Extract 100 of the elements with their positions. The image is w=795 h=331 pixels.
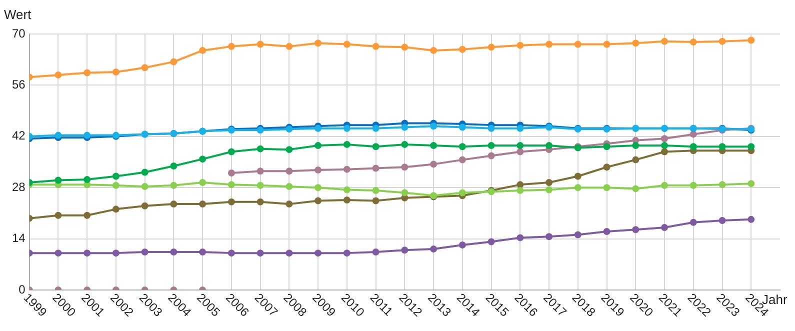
point (54, 250, 62, 257)
point (256, 182, 264, 189)
y-tick-label: 28 (12, 180, 26, 194)
point (516, 181, 524, 188)
y-axis-title: Wert (4, 7, 32, 22)
point (748, 36, 755, 44)
point (401, 189, 408, 196)
point (458, 242, 466, 249)
point (343, 40, 350, 48)
point (603, 228, 610, 235)
point (228, 198, 235, 206)
point (632, 185, 640, 192)
point (603, 40, 610, 48)
point (84, 132, 91, 139)
point (748, 216, 755, 223)
point (84, 250, 91, 257)
point (343, 186, 350, 194)
point (286, 168, 293, 175)
point (228, 42, 235, 50)
point (141, 202, 148, 210)
y-tick-label: 70 (12, 26, 26, 40)
point (141, 248, 148, 256)
point (546, 178, 553, 186)
point (170, 182, 178, 189)
point (256, 40, 264, 48)
point (690, 38, 697, 46)
point (516, 187, 524, 194)
point (430, 122, 438, 130)
point (199, 200, 206, 208)
point (112, 182, 120, 189)
point (430, 46, 438, 54)
point (516, 124, 524, 132)
point (488, 152, 495, 160)
point (372, 197, 380, 204)
point (372, 42, 380, 50)
point (690, 143, 697, 150)
point (170, 162, 178, 170)
point (286, 183, 293, 190)
point (661, 224, 668, 231)
point (574, 172, 582, 180)
point (228, 181, 235, 188)
y-tick-label: 56 (12, 78, 26, 92)
point (603, 143, 610, 150)
point (516, 42, 524, 49)
point (54, 212, 62, 219)
point (430, 160, 438, 168)
point (661, 182, 668, 189)
point (170, 58, 178, 66)
point (546, 186, 553, 194)
point (546, 233, 553, 240)
point (718, 181, 726, 188)
point (372, 143, 380, 150)
point (488, 44, 495, 51)
point (516, 142, 524, 150)
point (516, 234, 524, 242)
point (401, 164, 408, 171)
point (314, 166, 322, 174)
point (54, 132, 62, 139)
point (458, 124, 466, 131)
y-tick-label: 14 (12, 231, 26, 246)
point (516, 148, 524, 156)
point (112, 68, 120, 76)
point (748, 143, 755, 150)
point (54, 71, 62, 78)
point (141, 183, 148, 190)
point (488, 124, 495, 132)
point (603, 184, 610, 192)
point (748, 180, 755, 188)
point (574, 40, 582, 48)
point (314, 142, 322, 150)
point (458, 189, 466, 196)
point (228, 250, 235, 257)
point (430, 142, 438, 150)
point (199, 156, 206, 163)
point (314, 184, 322, 192)
point (286, 42, 293, 50)
point (314, 40, 322, 47)
point (54, 176, 62, 184)
point (632, 156, 640, 164)
point (690, 182, 697, 189)
point (458, 46, 466, 53)
point (343, 140, 350, 148)
point (372, 187, 380, 194)
point (401, 140, 408, 148)
point (661, 38, 668, 45)
point (84, 69, 91, 76)
point (546, 142, 553, 150)
point (199, 178, 206, 186)
point (574, 184, 582, 192)
point (286, 146, 293, 154)
point (170, 248, 178, 256)
point (256, 145, 264, 152)
point (661, 148, 668, 156)
y-tick-label: 0 (18, 282, 26, 296)
point (199, 248, 206, 256)
point (286, 250, 293, 257)
point (314, 197, 322, 204)
point (546, 40, 553, 48)
point (458, 156, 466, 164)
point (690, 130, 697, 138)
